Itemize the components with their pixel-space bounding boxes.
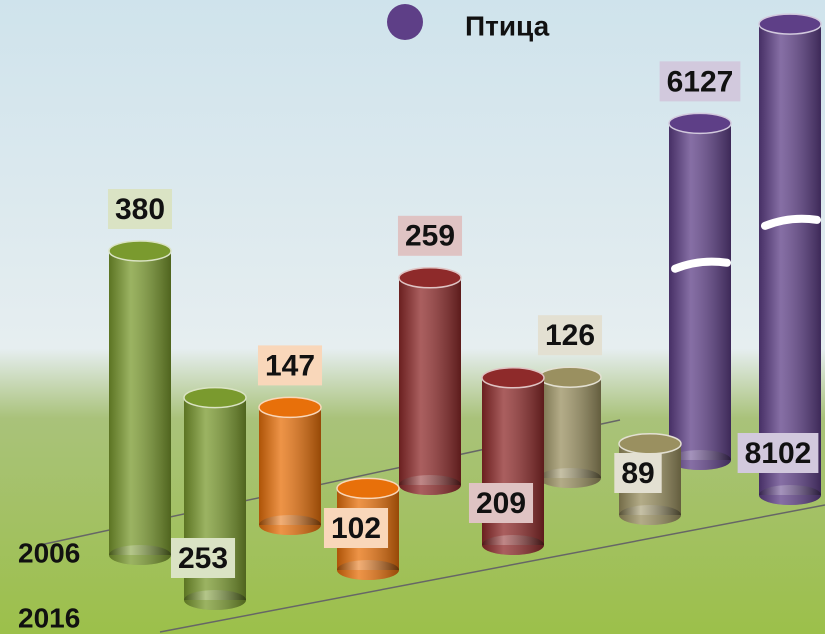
value-label: 147 [265,349,315,382]
cylinder-top [759,14,821,34]
value-label: 209 [476,487,526,520]
legend-marker [387,4,423,40]
cylinder-base-shade [109,545,171,565]
row-label: 2006 [18,537,80,568]
cylinder-base-shade [259,515,321,535]
cylinder-top [399,268,461,288]
cylinder-top [109,241,171,261]
cylinder-top [539,367,601,387]
cylinder-base-shade [399,475,461,495]
legend-label: Птица [465,10,550,41]
value-label: 102 [331,512,381,545]
cylinder-shade [539,377,601,478]
value-label: 6127 [667,65,734,98]
cylinder-top [619,434,681,454]
cylinder-top [337,478,399,498]
value-label: 253 [178,542,228,575]
cylinder-base-shade [619,505,681,525]
value-label: 8102 [745,437,812,470]
cylinder-base-shade [337,560,399,580]
value-label: 380 [115,193,165,226]
cylinder-top [259,397,321,417]
cylinder-shade [399,278,461,485]
cylinder-base-shade [184,590,246,610]
cylinder-top [482,368,544,388]
cylinder-shade [759,24,821,495]
cylinder-shade [259,407,321,525]
value-label: 259 [405,220,455,253]
cylinder-top [184,388,246,408]
cylinder-base-shade [482,535,544,555]
value-label: 126 [545,319,595,352]
cylinder-shade [109,251,171,555]
cylinder-shade [669,123,731,460]
cylinder-base-shade [539,468,601,488]
row-label: 2016 [18,602,80,633]
cylinder-base-shade [759,485,821,505]
chart: Птица 2006 2016 380 147 259 126 6127 253 102 20… [0,0,825,634]
cylinder-top [669,113,731,133]
value-label: 89 [621,457,654,490]
